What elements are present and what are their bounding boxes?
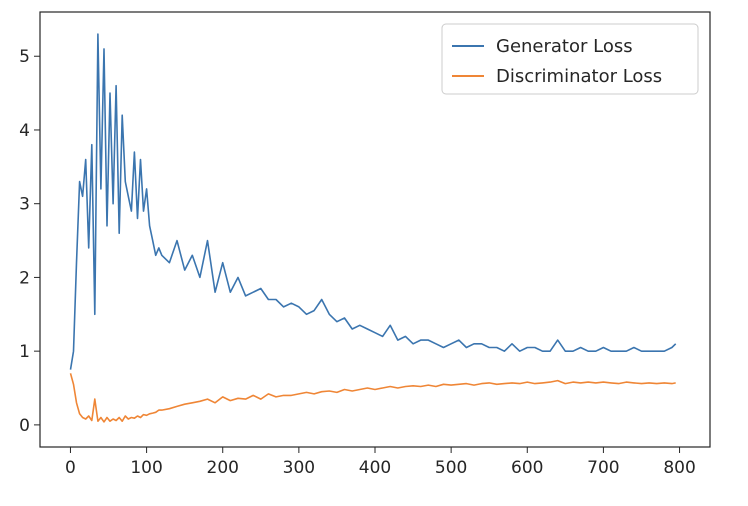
- legend-box: [441, 23, 699, 95]
- legend-label: Discriminator Loss: [496, 66, 662, 87]
- series-line-discriminator-loss: [69, 373, 676, 423]
- legend-label: Generator Loss: [496, 36, 633, 57]
- y-tick-label: 1: [19, 342, 30, 362]
- x-tick-label: 500: [435, 458, 467, 478]
- x-tick-label: 400: [359, 458, 391, 478]
- y-tick-label: 2: [19, 268, 30, 288]
- x-tick-label: 200: [207, 458, 239, 478]
- legend: Generator Loss Discriminator Loss: [441, 23, 699, 95]
- series-layer: [69, 33, 677, 423]
- y-axis: 0 1 2 3 4 5: [19, 47, 40, 436]
- x-tick-label: 800: [663, 458, 695, 478]
- x-axis: 0 100 200 300 400 500 600 700 800: [65, 447, 696, 478]
- x-tick-label: 300: [283, 458, 315, 478]
- x-tick-label: 100: [130, 458, 162, 478]
- x-tick-label: 600: [511, 458, 543, 478]
- y-tick-label: 0: [19, 416, 30, 436]
- x-tick-label: 0: [65, 458, 76, 478]
- x-tick-label: 700: [587, 458, 619, 478]
- y-tick-label: 3: [19, 195, 30, 215]
- y-tick-label: 4: [19, 121, 30, 141]
- y-tick-label: 5: [19, 47, 30, 67]
- series-line-generator-loss: [69, 33, 677, 370]
